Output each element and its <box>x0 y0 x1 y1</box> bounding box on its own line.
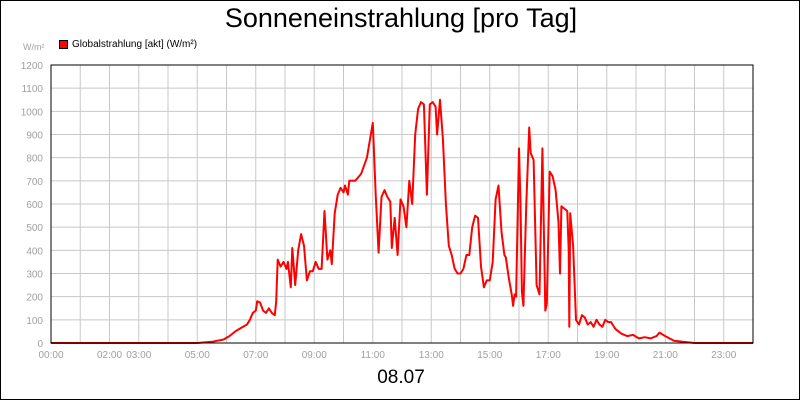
x-tick-label: 00:00 <box>38 350 63 361</box>
y-tick-label: 300 <box>26 270 43 281</box>
x-axis-labels: 00:00 02:00 03:00 05:00 07:00 09:00 11:00 13:00… <box>38 350 736 361</box>
plot-area-border <box>50 64 754 344</box>
x-tick-label: 11:00 <box>361 350 386 361</box>
y-tick-label: 1100 <box>21 84 43 95</box>
y-axis-labels: 0 100 200 300 400 500 600 700 800 900 1000 1100 1200 <box>21 61 44 350</box>
x-tick-label: 19:00 <box>594 350 619 361</box>
y-tick-label: 200 <box>26 293 43 304</box>
y-tick-label: 100 <box>26 316 43 327</box>
series-layer <box>51 98 753 344</box>
x-tick-label: 03:00 <box>126 350 151 361</box>
date-label: 08.07 <box>377 367 425 388</box>
y-tick-label: 600 <box>26 200 43 211</box>
x-tick-label: 05:00 <box>185 350 210 361</box>
y-tick-label: 500 <box>26 223 43 234</box>
y-tick-label: 1000 <box>21 107 44 118</box>
y-tick-label: 1200 <box>21 61 44 72</box>
x-tick-label: 17:00 <box>536 350 561 361</box>
x-tick-label: 02:00 <box>97 350 122 361</box>
legend-swatch <box>59 40 68 49</box>
x-tick-label: 07:00 <box>243 350 268 361</box>
y-tick-label: 700 <box>26 177 43 188</box>
x-tick-label: 21:00 <box>653 350 678 361</box>
y-tick-label: 400 <box>26 246 43 257</box>
x-tick-label: 13:00 <box>419 350 444 361</box>
series-line-globalstrahlung <box>51 98 753 344</box>
y-tick-label: 900 <box>26 131 43 142</box>
y-tick-label: 800 <box>26 154 43 165</box>
x-tick-label: 15:00 <box>477 350 502 361</box>
legend-label: Globalstrahlung [akt] (W/m²) <box>72 39 198 50</box>
x-tick-label: 23:00 <box>711 350 736 361</box>
chart-title: Sonneneinstrahlung [pro Tag] <box>224 3 578 33</box>
y-unit-label: W/m² <box>23 42 45 52</box>
y-tick-label: 0 <box>37 339 43 350</box>
x-tick-label: 09:00 <box>302 350 327 361</box>
legend: Globalstrahlung [akt] (W/m²) <box>59 39 197 50</box>
